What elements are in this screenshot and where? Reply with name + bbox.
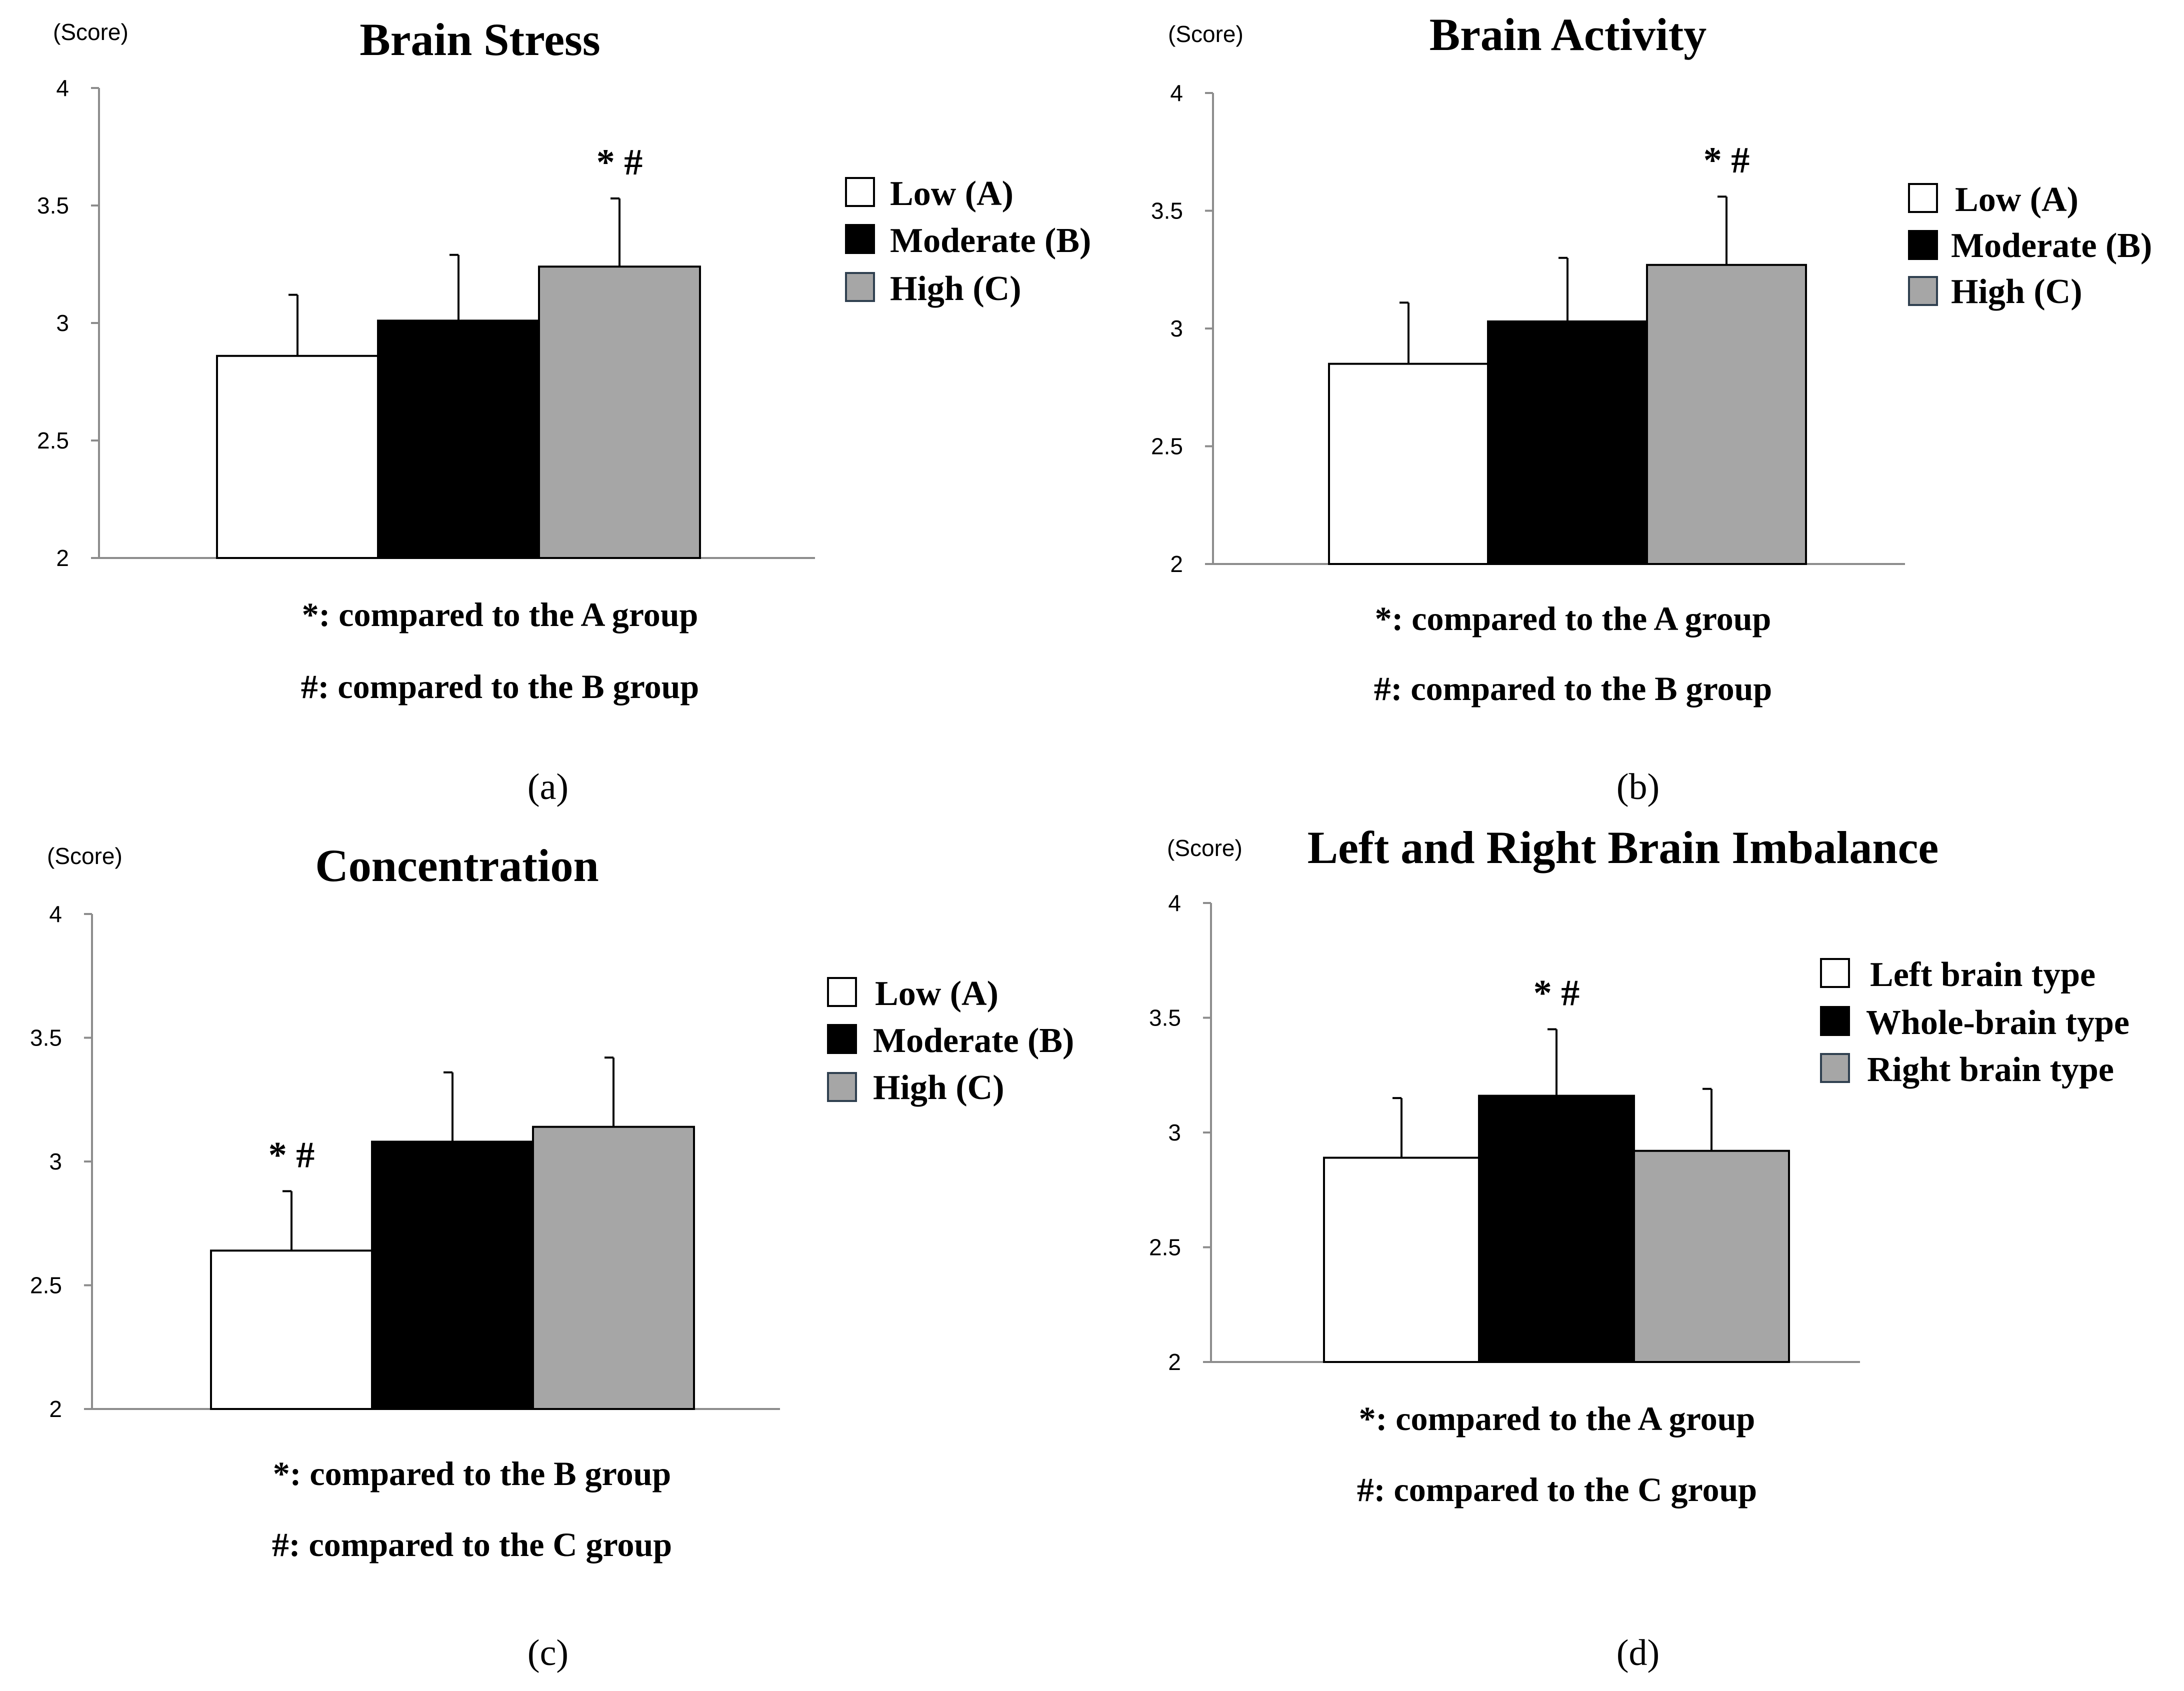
legend-swatch-low xyxy=(827,977,857,1007)
y-unit-label: (Score) xyxy=(1168,21,1244,47)
bar-low xyxy=(1328,362,1489,566)
legend-swatch-low xyxy=(845,177,875,207)
note-hash: #: compared to the B group xyxy=(301,668,699,706)
y-tick-label: 2 xyxy=(1170,551,1183,577)
legend-label-right: Right brain type xyxy=(1867,1050,2114,1089)
y-tick-label: 3 xyxy=(56,310,69,336)
significance-label: * # xyxy=(1534,972,1580,1014)
panel-label: (d) xyxy=(1616,1632,1660,1674)
note-star: *: compared to the A group xyxy=(302,596,698,634)
bar-moderate xyxy=(1487,320,1648,565)
chart-title: Brain Stress xyxy=(360,14,600,65)
y-unit-label: (Score) xyxy=(1167,835,1242,861)
y-tick-label: 2.5 xyxy=(1149,1234,1181,1260)
bar-high xyxy=(538,266,701,559)
legend-swatch-left xyxy=(1820,958,1850,988)
bar-moderate xyxy=(377,320,540,559)
y-tick-label: 3.5 xyxy=(1151,198,1183,224)
y-tick-label: 2 xyxy=(56,545,69,571)
chart-title: Brain Activity xyxy=(1430,9,1707,60)
legend-swatch-moderate xyxy=(1908,230,1938,260)
panel-brain-imbalance: (Score) Left and Right Brain Imbalance L… xyxy=(1149,822,2130,1674)
chart-title: Left and Right Brain Imbalance xyxy=(1308,822,1939,873)
note-star: *: compared to the B group xyxy=(273,1454,671,1492)
y-tick-label: 2.5 xyxy=(1151,434,1183,460)
bars xyxy=(1328,196,1807,566)
bar-moderate xyxy=(371,1140,534,1410)
y-tick-label: 2.5 xyxy=(37,428,69,454)
legend-label-whole: Whole-brain type xyxy=(1866,1004,2130,1042)
bar-high xyxy=(1646,264,1807,565)
legend: Low (A) Moderate (B) High (C) xyxy=(827,974,1074,1107)
legend-swatch-low xyxy=(1908,183,1938,213)
panel-concentration: (Score) Concentration Low (A) Moderate (… xyxy=(30,840,1074,1674)
y-tick-label: 3.5 xyxy=(37,192,69,218)
legend-swatch-moderate xyxy=(827,1024,857,1054)
y-tick-label: 4 xyxy=(56,75,69,101)
panel-brain-stress: (Score) Brain Stress Low (A) Moderate (B… xyxy=(37,14,1091,808)
bar-high xyxy=(1633,1150,1790,1363)
y-tick-label: 3 xyxy=(49,1148,62,1174)
legend-label-moderate: Moderate (B) xyxy=(890,222,1091,260)
significance-label: * # xyxy=(596,142,643,183)
significance-label: * # xyxy=(1704,140,1750,181)
y-tick-label: 2 xyxy=(1168,1349,1181,1375)
note-hash: #: compared to the C group xyxy=(272,1526,672,1564)
y-tick-label: 3.5 xyxy=(30,1025,62,1051)
legend-label-left: Left brain type xyxy=(1870,956,2096,994)
y-tick-label: 2.5 xyxy=(30,1272,62,1298)
bar-low xyxy=(216,354,379,559)
panel-brain-activity: (Score) Brain Activity Low (A) Moderate … xyxy=(1151,9,2152,808)
chart-title: Concentration xyxy=(315,840,598,891)
legend-swatch-high xyxy=(827,1072,857,1102)
legend-swatch-high xyxy=(1908,276,1938,306)
bar-low xyxy=(1323,1156,1480,1363)
legend-label-high: High (C) xyxy=(890,270,1022,308)
y-tick-label: 4 xyxy=(1170,80,1183,106)
panel-label: (a) xyxy=(528,766,568,808)
legend-label-high: High (C) xyxy=(1951,272,2082,311)
bar-low xyxy=(210,1250,373,1410)
legend: Left brain type Whole-brain type Right b… xyxy=(1820,956,2130,1089)
legend-label-moderate: Moderate (B) xyxy=(1951,226,2152,265)
bars xyxy=(210,1056,695,1410)
note-hash: #: compared to the B group xyxy=(1374,670,1772,708)
legend-label-low: Low (A) xyxy=(875,974,998,1013)
legend-label-low: Low (A) xyxy=(1955,180,2078,219)
panel-label: (b) xyxy=(1616,766,1660,808)
bars xyxy=(1323,1028,1790,1364)
panel-label: (c) xyxy=(528,1632,568,1674)
legend-label-moderate: Moderate (B) xyxy=(873,1022,1074,1060)
y-tick-label: 4 xyxy=(49,901,62,927)
note-hash: #: compared to the C group xyxy=(1357,1470,1757,1508)
note-star: *: compared to the A group xyxy=(1375,600,1772,638)
legend-swatch-moderate xyxy=(845,224,875,254)
y-tick-label: 3 xyxy=(1168,1120,1181,1146)
legend-swatch-right xyxy=(1820,1053,1850,1083)
significance-label: * # xyxy=(268,1134,315,1176)
legend-label-low: Low (A) xyxy=(890,174,1014,213)
y-tick-label: 4 xyxy=(1168,890,1181,916)
y-unit-label: (Score) xyxy=(47,843,122,869)
y-tick-label: 3 xyxy=(1170,316,1183,342)
legend-swatch-whole xyxy=(1820,1006,1850,1036)
bar-moderate xyxy=(1478,1094,1635,1364)
note-star: *: compared to the A group xyxy=(1359,1400,1756,1438)
y-tick-label: 3.5 xyxy=(1149,1005,1181,1031)
y-tick-label: 2 xyxy=(49,1396,62,1422)
legend-label-high: High (C) xyxy=(873,1068,1004,1107)
legend: Low (A) Moderate (B) High (C) xyxy=(845,174,1091,308)
y-unit-label: (Score) xyxy=(53,19,128,45)
legend-swatch-high xyxy=(845,272,875,302)
bar-high xyxy=(532,1126,695,1410)
bars xyxy=(216,197,701,559)
legend: Low (A) Moderate (B) High (C) xyxy=(1908,180,2152,311)
